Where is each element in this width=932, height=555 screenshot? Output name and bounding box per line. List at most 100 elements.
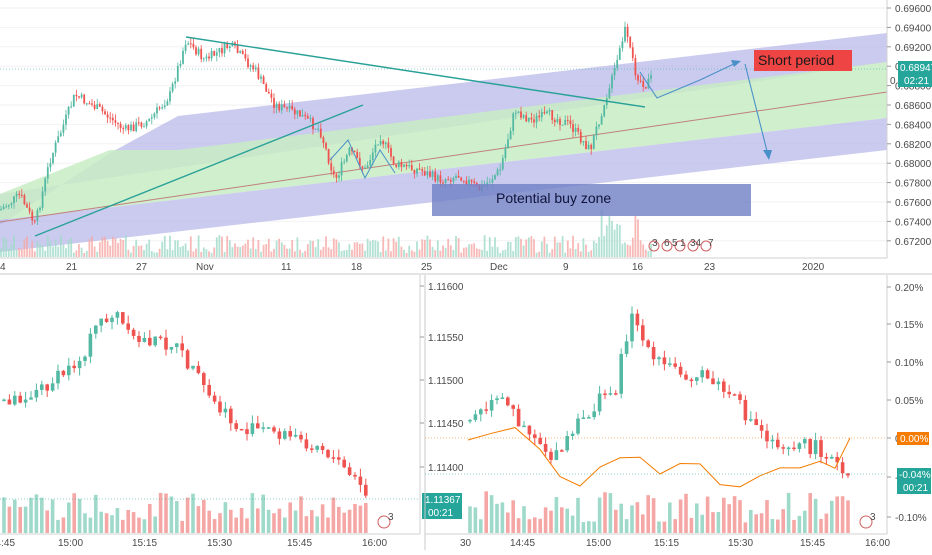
br-volume-bar <box>743 522 748 533</box>
top-countdown-tag <box>898 74 932 87</box>
bottom-left-chart-panel[interactable]: 1.11600 1.11550 1.11500 1.11450 1.11400 1.11… <box>0 275 464 549</box>
bl-candle <box>148 337 152 346</box>
top-candle <box>174 81 177 84</box>
top-volume-bar <box>431 246 434 257</box>
top-volume-bar <box>262 244 265 257</box>
br-countdown-text: 00:21 <box>903 483 928 494</box>
top-volume-bar <box>176 240 179 257</box>
top-volume-bar <box>187 250 190 257</box>
projection-down-arrow[interactable] <box>744 63 769 156</box>
br-volume-bar <box>646 495 650 533</box>
top-candle <box>418 168 421 170</box>
br-event-marker[interactable] <box>859 515 873 529</box>
top-volume-bar <box>59 235 62 257</box>
br-candle <box>662 357 667 365</box>
top-candle <box>184 44 187 51</box>
bl-candle <box>207 384 211 396</box>
top-volume-bar <box>252 237 255 257</box>
top-chart-panel[interactable]: Potential buy zone Short period 3 6 5 1 … <box>0 0 932 273</box>
br-candle <box>549 451 553 460</box>
bl-volume-bar <box>115 508 120 533</box>
top-candle <box>616 59 619 69</box>
top-volume-bar <box>405 252 408 257</box>
top-candle <box>226 43 229 48</box>
top-candle <box>171 83 174 92</box>
top-volume-bar <box>322 246 325 257</box>
top-candle <box>78 96 80 98</box>
top-candle <box>608 88 611 99</box>
event-markers[interactable]: 3 6 5 1 34 7 <box>648 238 714 252</box>
br-candle <box>608 393 613 395</box>
bl-volume-bar <box>196 506 201 533</box>
top-volume-bar <box>514 237 517 257</box>
bl-candle <box>7 399 12 405</box>
br-volume-bar <box>840 496 845 533</box>
bottom-right-chart-panel[interactable]: 0.20%0.15%0.10%0.05%0.00%-0.05%-0.10% 0.… <box>425 275 931 549</box>
top-volume-bar <box>546 243 548 257</box>
bottom-left-price-axis[interactable]: 1.11600 1.11550 1.11500 1.11450 1.11400 <box>420 282 464 474</box>
top-time-tick-label: 11 <box>281 262 292 273</box>
top-volume-bar <box>533 239 535 257</box>
top-volume-bar <box>156 252 158 257</box>
top-volume-bar <box>93 246 96 257</box>
bl-price-tick-label: 1.11500 <box>428 376 464 387</box>
bl-candle <box>326 449 330 458</box>
top-candle <box>520 111 522 118</box>
top-candle <box>429 171 431 177</box>
br-volume-bar <box>776 519 780 533</box>
top-candle <box>93 104 96 109</box>
top-candle <box>460 177 463 181</box>
bottom-right-time-axis[interactable]: 30 14:45 15:00 15:15 15:30 15:45 16:00 <box>460 538 890 549</box>
trendline-falling[interactable] <box>185 36 646 108</box>
top-volume-bar <box>275 240 278 257</box>
top-candle <box>145 121 148 127</box>
top-volume-bar <box>26 236 28 257</box>
top-volume-bar <box>169 235 171 257</box>
bl-volume-bar <box>148 503 152 533</box>
br-volume-bar <box>630 505 634 533</box>
top-candle <box>566 120 569 122</box>
top-volume-bar <box>153 252 156 257</box>
bl-volume-bar <box>56 519 60 533</box>
short-period-box[interactable] <box>754 50 852 71</box>
top-candle <box>257 67 260 79</box>
trendline-rising[interactable] <box>34 104 364 237</box>
top-volume-bar <box>132 245 135 257</box>
top-candle <box>369 159 372 166</box>
br-volume-bar <box>749 509 753 533</box>
bl-volume-bar <box>293 510 298 533</box>
bl-candle <box>347 467 352 475</box>
top-candle <box>98 104 101 107</box>
top-candle <box>67 106 70 115</box>
top-time-tick-label: 16 <box>632 262 644 273</box>
top-volume-bar <box>182 245 184 257</box>
top-candle <box>546 111 548 114</box>
top-time-axis[interactable]: 4 21 27 Nov 11 18 25 Dec 9 16 23 2020 <box>0 262 825 273</box>
top-candle <box>561 124 564 126</box>
top-volume-bar <box>70 238 73 257</box>
top-candle <box>611 75 613 89</box>
top-volume-bar <box>270 251 273 257</box>
br-volume-bar <box>495 503 499 533</box>
top-candle <box>140 122 143 127</box>
br-candle <box>770 439 775 442</box>
top-candle <box>501 157 504 170</box>
top-price-axis[interactable]: 0.696000.694000.692000.690000.688000.686… <box>887 4 932 248</box>
top-volume-bar <box>603 235 606 257</box>
bl-candle <box>310 448 314 450</box>
top-volume-bar <box>247 239 249 257</box>
top-volume-bar <box>218 235 221 257</box>
top-candle <box>644 86 647 89</box>
top-candle <box>647 78 650 89</box>
bl-event-marker[interactable] <box>377 515 391 529</box>
potential-buy-zone-box[interactable] <box>432 184 751 216</box>
projection-path-arrow[interactable] <box>639 61 739 99</box>
top-price-tick-label: 0.67600 <box>895 198 932 209</box>
br-volume-bar <box>570 515 575 533</box>
br-volume-bar <box>549 510 553 533</box>
bl-candle <box>126 323 130 330</box>
bottom-left-time-axis[interactable]: 14:45 15:00 15:15 15:30 15:45 16:00 <box>0 538 387 549</box>
top-candle <box>382 140 385 145</box>
top-volume-bar <box>286 248 288 257</box>
top-candle <box>85 103 88 105</box>
